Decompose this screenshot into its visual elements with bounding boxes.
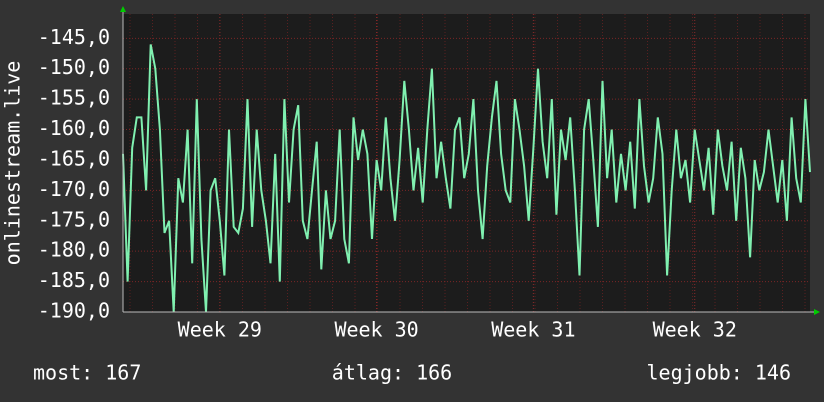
stat-best: legjobb: 146 [647, 361, 792, 385]
series-line [122, 44, 811, 313]
x-arrow [814, 309, 820, 315]
y-tick-label: -160,0 [38, 116, 110, 140]
y-tick-label: -165,0 [38, 146, 110, 170]
y-axis-label: onlinestream.live [1, 61, 25, 266]
y-tick-label: -145,0 [38, 25, 110, 49]
stat-average: átlag: 166 [332, 361, 452, 385]
x-tick-label: Week 32 [653, 318, 737, 342]
x-tick-label: Week 31 [491, 318, 575, 342]
y-arrow [120, 6, 126, 12]
y-tick-label: -155,0 [38, 86, 110, 110]
y-tick-label: -180,0 [38, 238, 110, 262]
y-tick-label: -170,0 [38, 177, 110, 201]
x-tick-label: Week 29 [178, 318, 262, 342]
lines [122, 44, 811, 313]
y-tick-label: -185,0 [38, 268, 110, 292]
x-tick-label: Week 30 [334, 318, 418, 342]
y-tick-label: -150,0 [38, 55, 110, 79]
y-tick-label: -190,0 [38, 299, 110, 323]
stat-current: most: 167 [33, 361, 141, 385]
y-tick-label: -175,0 [38, 207, 110, 231]
